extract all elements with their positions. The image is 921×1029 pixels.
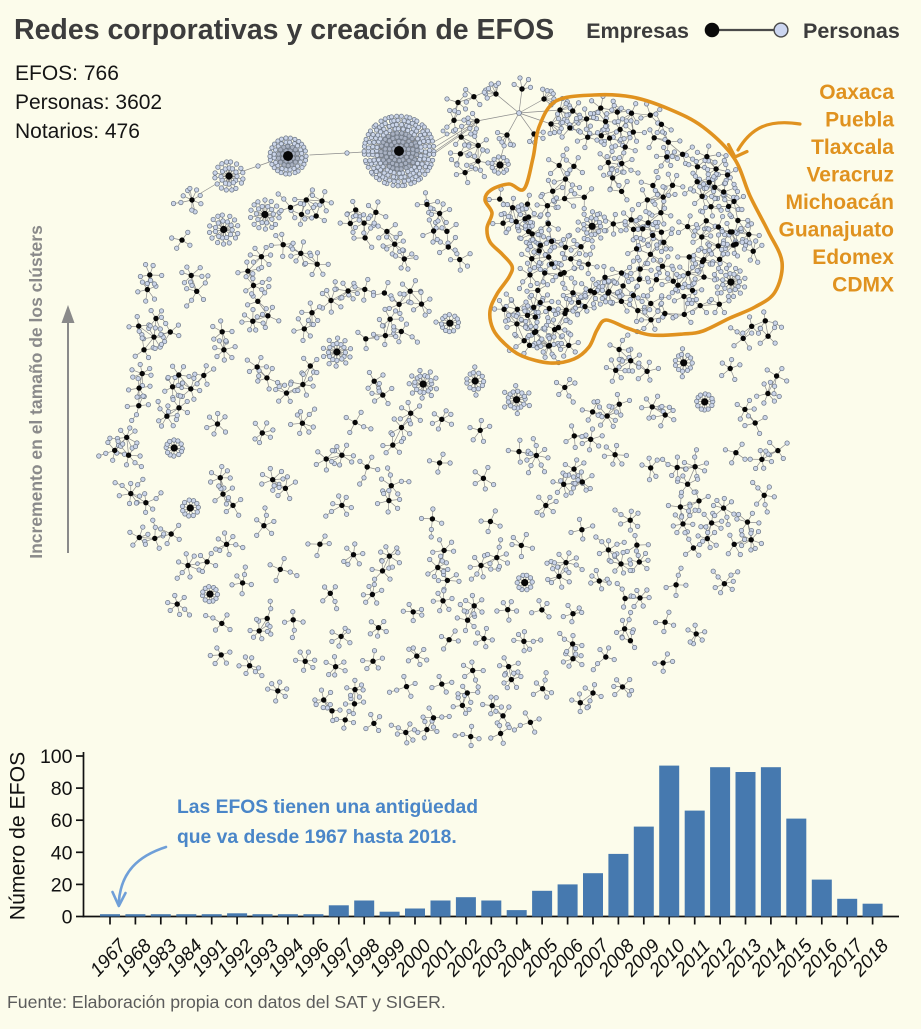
svg-text:Las EFOS tienen una antigüedad: Las EFOS tienen una antigüedad [177,797,478,818]
svg-text:Personas: Personas [803,19,900,43]
svg-text:80: 80 [51,778,73,800]
svg-text:Notarios: 476: Notarios: 476 [15,120,140,143]
svg-text:40: 40 [51,842,73,864]
svg-text:Redes corporativas y creación: Redes corporativas y creación de EFOS [14,14,554,46]
svg-text:Guanajuato: Guanajuato [778,219,894,242]
svg-text:0: 0 [62,907,73,929]
svg-text:20: 20 [51,874,73,896]
svg-text:CDMX: CDMX [832,274,894,297]
svg-text:Empresas: Empresas [586,19,689,43]
svg-text:Michoacán: Michoacán [785,191,894,214]
svg-text:Incremento en el tamaño de los: Incremento en el tamaño de los clústers [26,225,46,559]
svg-text:Personas: 3602: Personas: 3602 [15,91,162,114]
svg-text:Oaxaca: Oaxaca [819,81,894,104]
svg-text:Puebla: Puebla [825,109,894,132]
svg-text:Fuente: Elaboración propia con: Fuente: Elaboración propia con datos del… [7,992,446,1012]
svg-text:Tlaxcala: Tlaxcala [811,136,894,159]
svg-text:60: 60 [51,810,73,832]
svg-text:EFOS: 766: EFOS: 766 [15,62,119,85]
svg-text:Número de EFOS: Número de EFOS [7,752,30,920]
svg-text:Edomex: Edomex [812,246,894,269]
svg-text:que va desde 1967 hasta 2018.: que va desde 1967 hasta 2018. [177,827,457,848]
svg-text:Veracruz: Veracruz [806,164,894,187]
svg-text:100: 100 [40,746,73,768]
